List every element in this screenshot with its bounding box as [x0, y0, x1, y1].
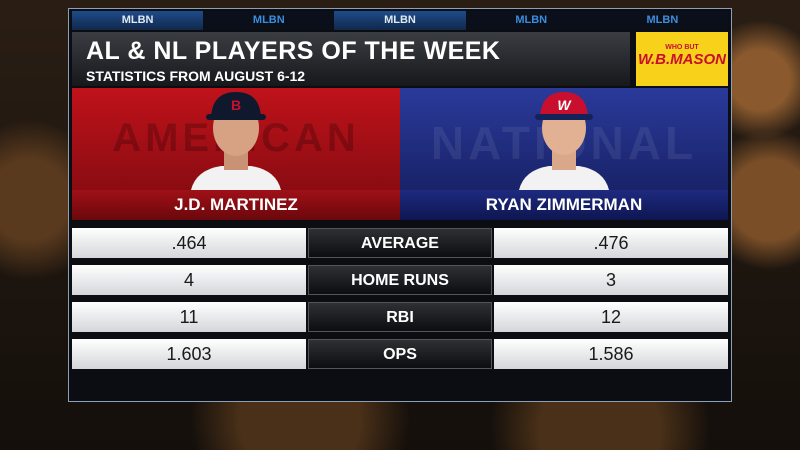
- player-photo: W: [519, 92, 609, 190]
- stat-row: 1.603 OPS 1.586: [72, 339, 728, 369]
- sponsor-name: W.B.MASON: [637, 51, 727, 68]
- svg-text:B: B: [231, 97, 241, 113]
- left-player-stat: 1.603: [72, 339, 306, 369]
- stat-label: AVERAGE: [308, 228, 492, 258]
- svg-text:W: W: [557, 97, 572, 113]
- tab: MLBN: [252, 14, 285, 26]
- title: AL & NL PLAYERS OF THE WEEK: [86, 37, 501, 65]
- tab: MLBN: [646, 14, 679, 26]
- tab: MLBN: [334, 11, 466, 30]
- stat-label: RBI: [308, 302, 492, 332]
- right-player-stat: .476: [494, 228, 728, 258]
- tab: MLBN: [72, 11, 204, 30]
- stat-label: HOME RUNS: [308, 265, 492, 295]
- player-photo: B: [191, 92, 281, 190]
- stat-row: 11 RBI 12: [72, 302, 728, 332]
- tab-bar: MLBN MLBN MLBN MLBN MLBN: [72, 11, 728, 30]
- title-box: AL & NL PLAYERS OF THE WEEK STATISTICS F…: [72, 32, 630, 86]
- tab: MLBN: [515, 14, 548, 26]
- stat-row: 4 HOME RUNS 3: [72, 265, 728, 295]
- left-player-stat: .464: [72, 228, 306, 258]
- stat-row: .464 AVERAGE .476: [72, 228, 728, 258]
- right-player-stat: 3: [494, 265, 728, 295]
- sponsor-tagline: WHO BUT: [665, 44, 699, 51]
- right-player-stat: 1.586: [494, 339, 728, 369]
- right-player-stat: 12: [494, 302, 728, 332]
- left-player-stat: 11: [72, 302, 306, 332]
- player-name: J.D. MARTINEZ: [72, 190, 400, 220]
- stat-label: OPS: [308, 339, 492, 369]
- player-name: RYAN ZIMMERMAN: [400, 190, 728, 220]
- sponsor-logo: WHO BUT W.B.MASON: [636, 32, 728, 86]
- team-panel: AMERICAN B J.D. MARTINEZ: [72, 88, 400, 220]
- subtitle: STATISTICS FROM AUGUST 6-12: [86, 68, 306, 84]
- left-player-stat: 4: [72, 265, 306, 295]
- team-panel: NATIONAL W RYAN ZIMMERMAN: [400, 88, 728, 220]
